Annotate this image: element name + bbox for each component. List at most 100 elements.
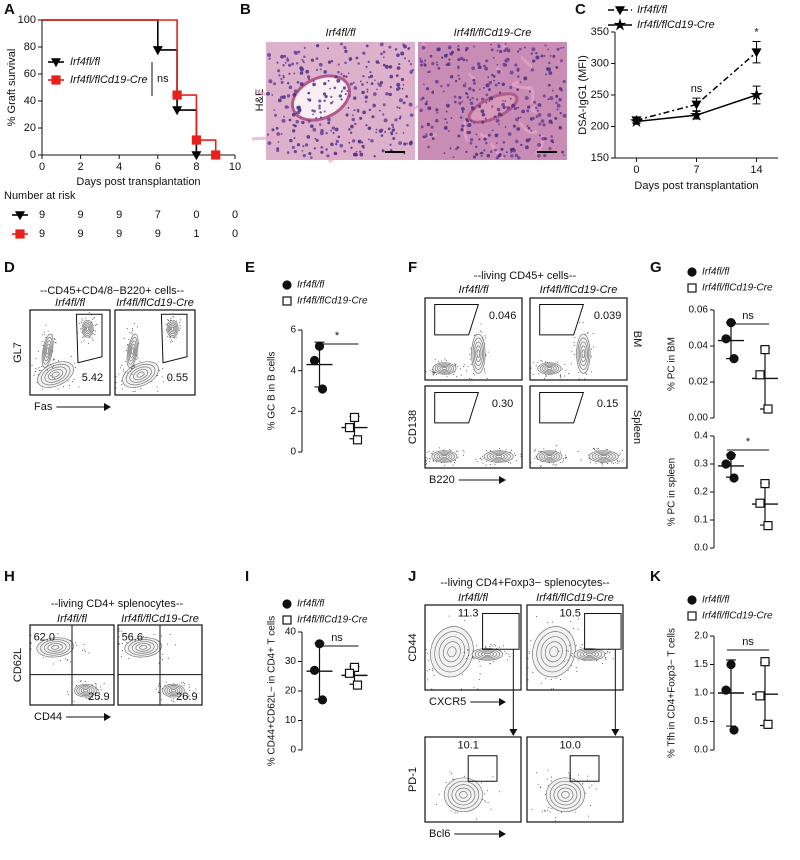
event-dot [466,370,468,372]
nucleus [403,142,407,146]
marker [282,615,292,625]
event-dot [45,324,47,326]
nucleus [516,127,521,131]
contour [540,636,568,668]
nucleus [286,151,290,154]
event-dot [88,652,90,654]
marker [721,334,731,344]
panel-letter: J [408,568,416,585]
nucleus [319,123,322,126]
event-dot [67,691,69,693]
marker [751,48,762,58]
event-dot [485,450,487,452]
nucleus [382,56,385,59]
event-dot [480,323,482,325]
event-dot [161,376,163,378]
event-dot [35,358,37,360]
event-dot [182,682,184,684]
nucleus [461,100,464,103]
contour [541,452,558,461]
nucleus [293,89,298,94]
nucleus [464,82,467,84]
nucleus [445,121,449,124]
event-dot [42,345,44,347]
nucleus [389,74,394,79]
contour [82,688,88,693]
nucleus [559,111,562,115]
event-dot [429,458,431,460]
nucleus [514,63,518,67]
nucleus [312,80,315,83]
nucleus [462,58,466,62]
legend-label: Irf4fl/fl [70,56,101,68]
event-dot [44,333,46,335]
nucleus [406,123,409,127]
nucleus [282,76,285,79]
event-dot [82,336,84,338]
marker [317,695,328,705]
event-dot [532,671,534,673]
tissue-fiber [462,119,472,142]
event-dot [560,812,562,814]
event-dot [120,630,122,632]
event-dot [463,365,465,367]
event-dot [168,319,170,321]
y-axis-label: % Graft survival [6,49,18,127]
event-dot [544,361,546,363]
risk-number: 9 [116,209,122,221]
event-dot [72,380,74,382]
event-dot [83,643,85,645]
event-dot [189,689,191,691]
event-dot [450,773,452,775]
nucleus [403,44,407,49]
nucleus [538,122,542,126]
nucleus [485,83,490,88]
nucleus [467,130,472,135]
x-axis-label: CXCR5 [429,696,466,708]
nucleus [550,135,553,138]
event-dot [484,799,486,801]
nucleus [419,57,422,60]
gate-value: 10.1 [457,739,478,751]
event-dot [617,460,619,462]
event-dot [426,451,428,453]
nucleus [399,115,402,118]
event-dot [487,790,489,792]
marker [755,498,765,508]
event-dot [568,772,570,774]
contour [439,453,450,460]
contour [443,777,483,813]
nucleus [488,88,491,91]
event-dot [555,464,557,466]
nucleus [380,52,383,56]
nucleus [542,123,546,127]
event-dot [165,681,167,683]
event-dot [457,457,459,459]
nucleus [330,95,333,99]
event-dot [99,692,101,694]
event-dot [547,769,549,771]
nucleus [310,58,315,62]
flow-title: --living CD4+Foxp3− splenocytes-- [440,577,610,589]
event-dot [143,636,145,638]
nucleus [409,71,413,74]
nucleus [266,91,270,96]
contour [476,349,481,359]
nucleus [388,45,392,49]
panel-letter: H [4,568,15,585]
y-tick-label: 350 [591,26,609,38]
marker [750,88,764,101]
contour [130,343,136,358]
nucleus [349,131,353,134]
event-dot [534,450,536,452]
event-dot [533,361,535,363]
event-dot [131,333,133,335]
y-axis-label: % CD44+CD62L− in CD4+ T cells [267,616,278,767]
nucleus [303,46,306,49]
event-dot [139,360,141,362]
nucleus [419,98,423,101]
nucleus [378,109,381,112]
nucleus [303,55,306,59]
marker [687,283,697,293]
event-dot [55,342,57,344]
